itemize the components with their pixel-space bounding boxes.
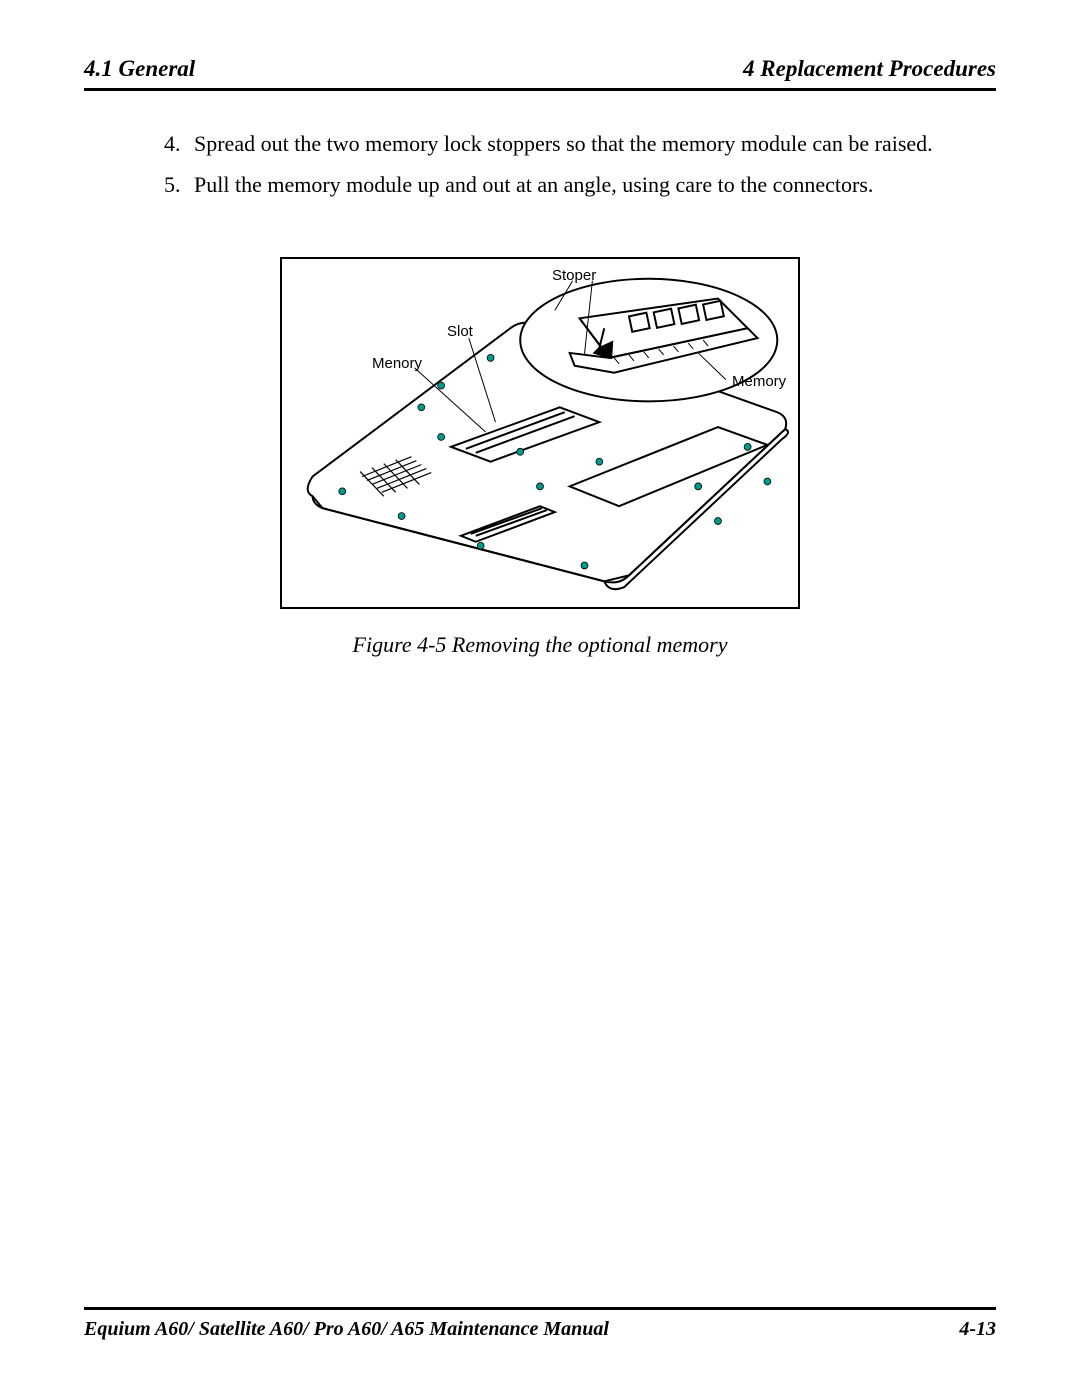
page-footer: Equium A60/ Satellite A60/ Pro A60/ A65 … (84, 1307, 996, 1341)
label-slot: Slot (447, 323, 473, 340)
step-number: 4. (164, 127, 194, 160)
figure-svg (282, 259, 798, 607)
header-rule (84, 88, 996, 91)
page: 4.1 General 4 Replacement Procedures 4. … (0, 0, 1080, 1397)
step-text: Spread out the two memory lock stoppers … (194, 127, 933, 160)
figure-caption: Figure 4-5 Removing the optional memory (84, 632, 996, 658)
list-item: 4. Spread out the two memory lock stoppe… (164, 127, 996, 160)
footer-left: Equium A60/ Satellite A60/ Pro A60/ A65 … (84, 1318, 609, 1341)
figure-block: Stoper Slot Menory Memory (84, 257, 996, 658)
label-stoper: Stoper (552, 267, 596, 284)
footer-row: Equium A60/ Satellite A60/ Pro A60/ A65 … (84, 1318, 996, 1341)
figure-frame: Stoper Slot Menory Memory (280, 257, 800, 609)
header-right: 4 Replacement Procedures (743, 56, 996, 82)
footer-rule (84, 1307, 996, 1310)
footer-right: 4-13 (959, 1318, 996, 1341)
step-list: 4. Spread out the two memory lock stoppe… (164, 127, 996, 201)
label-menory-left: Menory (372, 355, 422, 372)
step-number: 5. (164, 168, 194, 201)
label-memory-right: Memory (732, 373, 786, 390)
header-left: 4.1 General (84, 56, 195, 82)
page-header: 4.1 General 4 Replacement Procedures (84, 56, 996, 88)
list-item: 5. Pull the memory module up and out at … (164, 168, 996, 201)
step-text: Pull the memory module up and out at an … (194, 168, 873, 201)
